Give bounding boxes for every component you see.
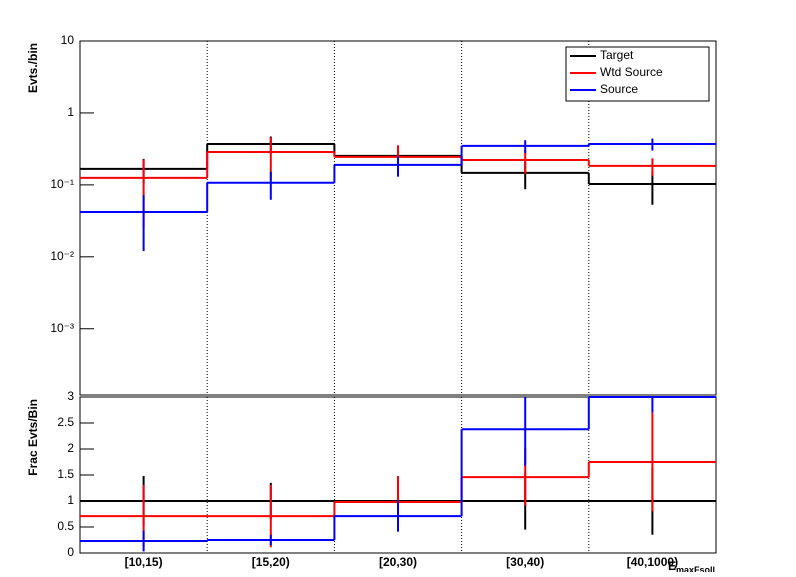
y-tick-label: 2.5 xyxy=(57,415,74,429)
x-tick-label: [20,30) xyxy=(379,555,417,569)
y-tick-label: 3 xyxy=(67,389,74,403)
y-tick-label: 1 xyxy=(67,105,74,119)
legend-label: Source xyxy=(600,82,638,96)
y-tick-label: 2 xyxy=(67,441,74,455)
y-tick-label: 1 xyxy=(67,493,74,507)
y-tick-label: 10⁻² xyxy=(50,249,74,263)
x-axis-label: EmaxFsoll xyxy=(668,559,715,572)
y-tick-label: 10 xyxy=(61,33,75,47)
x-tick-label: [40,1000) xyxy=(627,555,678,569)
frame xyxy=(79,40,717,396)
x-axis-label-sub: maxFsoll xyxy=(676,565,715,572)
x-tick-label: [10,15) xyxy=(125,555,163,569)
y-tick-label: 0.5 xyxy=(57,519,74,533)
y-tick-label: 10⁻¹ xyxy=(50,177,74,191)
y-tick-label: 10⁻³ xyxy=(50,321,74,335)
x-tick-label: [30,40) xyxy=(506,555,544,569)
legend-label: Target xyxy=(600,48,634,62)
y-tick-label: 0 xyxy=(67,545,74,559)
y-tick-label: 1.5 xyxy=(57,467,74,481)
x-tick-label: [15,20) xyxy=(252,555,290,569)
y-axis-label: Evts./bin xyxy=(26,43,40,93)
y-axis-label: Frac Evts/Bin xyxy=(26,399,40,476)
x-axis-label-main: E xyxy=(668,559,676,572)
legend-label: Wtd Source xyxy=(600,65,663,79)
